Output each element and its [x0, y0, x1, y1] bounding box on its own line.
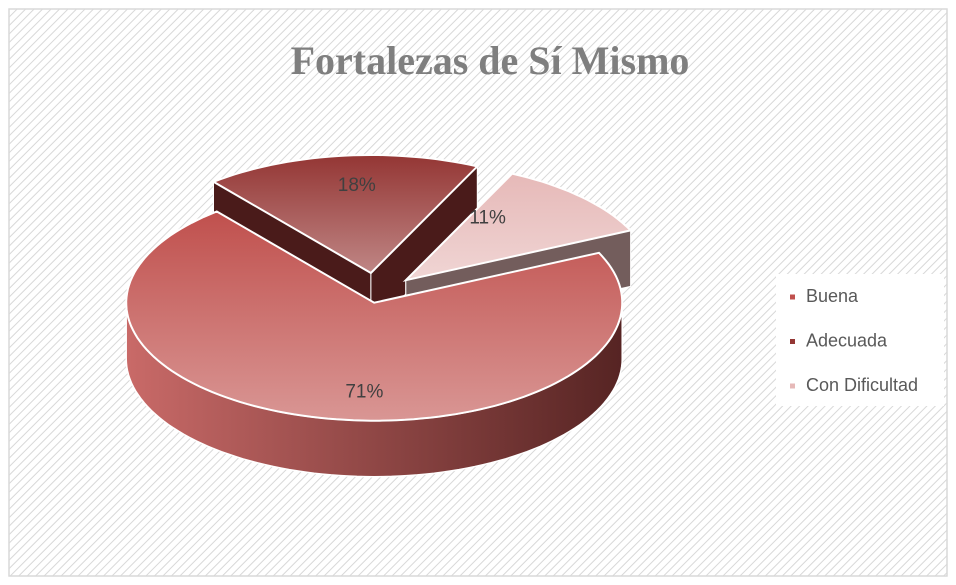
- legend-label: Buena: [806, 286, 859, 306]
- chart-title: Fortalezas de Sí Mismo: [291, 38, 690, 83]
- data-label: 11%: [469, 207, 506, 228]
- slice: [402, 172, 633, 282]
- data-label: 71%: [345, 381, 383, 402]
- slice: [125, 210, 624, 422]
- legend-marker: [790, 339, 795, 344]
- legend: Buena Adecuada Con Dificultad: [790, 286, 918, 395]
- legend-label: Adecuada: [806, 330, 888, 350]
- legend-marker: [790, 294, 795, 300]
- data-label: 18%: [338, 175, 376, 196]
- legend-marker: [790, 383, 795, 389]
- pie: 71% 18% 11%: [125, 154, 633, 478]
- legend-label: Con Dificultad: [806, 375, 918, 395]
- legend-box: [776, 274, 944, 406]
- slice: [211, 154, 480, 275]
